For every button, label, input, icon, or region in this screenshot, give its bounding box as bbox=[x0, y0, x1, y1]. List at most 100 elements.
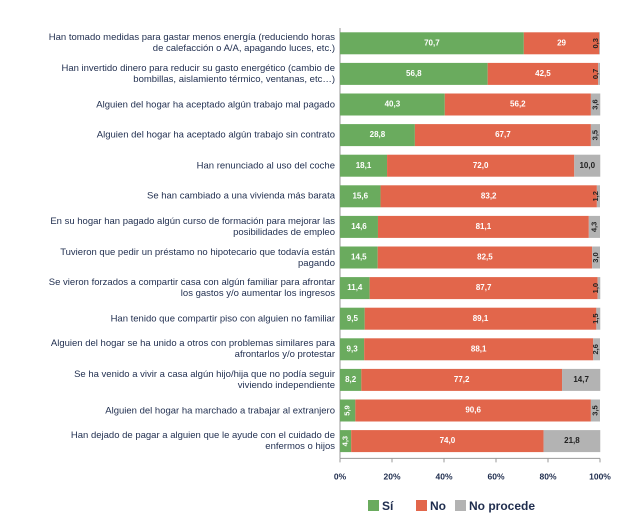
bar-segment bbox=[340, 338, 365, 361]
bar-segment bbox=[598, 62, 600, 85]
bar-segment bbox=[364, 307, 597, 330]
value-label: 87,7 bbox=[476, 283, 492, 292]
value-label: 2,6 bbox=[591, 344, 600, 354]
category-label: Se ha venido a vivir a casa algún hijo/h… bbox=[74, 368, 335, 391]
bar-segment bbox=[340, 430, 352, 453]
value-label: 8,2 bbox=[345, 375, 357, 384]
bar-segment bbox=[380, 185, 597, 208]
bar-segment bbox=[593, 338, 600, 361]
bar-segment bbox=[444, 93, 591, 116]
value-label: 3,5 bbox=[590, 130, 599, 140]
value-label: 0,7 bbox=[591, 69, 600, 79]
value-label: 3,5 bbox=[590, 405, 599, 415]
value-label: 14,6 bbox=[351, 222, 367, 231]
bar-segment bbox=[340, 124, 415, 147]
value-label: 81,1 bbox=[476, 222, 492, 231]
value-label: 4,3 bbox=[341, 436, 350, 446]
value-label: 15,6 bbox=[352, 191, 368, 200]
bar-segment bbox=[340, 307, 365, 330]
value-label: 70,7 bbox=[424, 38, 440, 47]
value-label: 74,0 bbox=[440, 436, 456, 445]
value-label: 10,0 bbox=[579, 161, 595, 170]
bar-segment bbox=[340, 368, 362, 391]
x-tick-label: 100% bbox=[589, 472, 611, 482]
value-label: 18,1 bbox=[356, 161, 372, 170]
bar-segment bbox=[487, 62, 599, 85]
value-label: 9,3 bbox=[347, 344, 359, 353]
bar-segment bbox=[340, 32, 524, 55]
x-tick-label: 80% bbox=[539, 472, 556, 482]
category-label: Han tomado medidas para gastar menos ene… bbox=[48, 32, 335, 55]
value-label: 56,2 bbox=[510, 100, 526, 109]
legend-swatch bbox=[416, 500, 427, 511]
value-label: 90,6 bbox=[465, 406, 481, 415]
value-label: 28,8 bbox=[370, 130, 386, 139]
category-label: Alguien del hogar se ha unido a otros co… bbox=[50, 338, 335, 361]
bar-segment bbox=[599, 32, 600, 55]
value-label: 40,3 bbox=[385, 100, 401, 109]
value-label: 82,5 bbox=[477, 253, 493, 262]
bar-segment bbox=[369, 277, 598, 300]
bar-segment bbox=[562, 368, 601, 391]
value-label: 88,1 bbox=[471, 344, 487, 353]
bar-segment bbox=[377, 215, 589, 238]
x-tick-label: 60% bbox=[487, 472, 504, 482]
bar-segment bbox=[340, 215, 378, 238]
value-label: 42,5 bbox=[535, 69, 551, 78]
bar-segment bbox=[596, 185, 600, 208]
bar-segment bbox=[340, 154, 388, 177]
bar-segment bbox=[597, 277, 601, 300]
value-label: 29 bbox=[557, 38, 566, 47]
bar-segment bbox=[340, 62, 488, 85]
x-tick-label: 20% bbox=[383, 472, 400, 482]
legend-label: Sí bbox=[382, 499, 394, 513]
value-label: 3,0 bbox=[591, 252, 600, 262]
category-label: Se vieron forzados a compartir casa con … bbox=[48, 277, 335, 300]
value-label: 83,2 bbox=[481, 191, 497, 200]
bar-segment bbox=[590, 124, 600, 147]
bar-segment bbox=[340, 246, 378, 269]
legend-swatch bbox=[368, 500, 379, 511]
category-label: Alguien del hogar ha aceptado algún trab… bbox=[96, 99, 335, 110]
category-label: Han tenido que compartir piso con alguie… bbox=[110, 313, 335, 325]
value-label: 67,7 bbox=[495, 130, 511, 139]
category-label: Han dejado de pagar a alguien que le ayu… bbox=[70, 430, 335, 453]
bar-segment bbox=[590, 93, 601, 116]
bar-segment bbox=[340, 277, 370, 300]
x-tick-label: 40% bbox=[435, 472, 452, 482]
bar-segment bbox=[387, 154, 575, 177]
value-label: 0,3 bbox=[591, 38, 600, 48]
bar-segment bbox=[523, 32, 600, 55]
bar-segment bbox=[377, 246, 593, 269]
bar-segment bbox=[590, 399, 600, 422]
bar-segment bbox=[588, 215, 600, 238]
value-label: 5,9 bbox=[343, 405, 352, 415]
bar-segment bbox=[414, 124, 591, 147]
bar-segment bbox=[543, 430, 601, 453]
bar-segment bbox=[574, 154, 601, 177]
bar-segment bbox=[351, 430, 544, 453]
value-label: 14,5 bbox=[351, 253, 367, 262]
value-label: 21,8 bbox=[564, 436, 580, 445]
bar-segment bbox=[596, 307, 601, 330]
value-label: 1,2 bbox=[591, 191, 600, 201]
bar-segment bbox=[340, 93, 445, 116]
legend-label: No procede bbox=[469, 499, 536, 513]
value-label: 1,0 bbox=[591, 283, 600, 293]
bar-segment bbox=[340, 399, 356, 422]
value-label: 9,5 bbox=[347, 314, 359, 323]
legend-label: No bbox=[430, 499, 446, 513]
bar-segment bbox=[355, 399, 591, 422]
value-label: 11,4 bbox=[347, 283, 363, 292]
category-label: Han renunciado al uso del coche bbox=[196, 160, 335, 172]
category-label: Alguien del hogar ha marchado a trabajar… bbox=[105, 405, 335, 416]
value-label: 56,8 bbox=[406, 69, 422, 78]
bar-segment bbox=[361, 368, 563, 391]
category-label: Han invertido dinero para reducir su gas… bbox=[61, 62, 335, 85]
x-tick-label: 0% bbox=[334, 472, 347, 482]
bar-segment bbox=[340, 185, 381, 208]
bar-segment bbox=[592, 246, 600, 269]
category-label: Se han cambiado a una vivienda más barat… bbox=[146, 190, 335, 202]
